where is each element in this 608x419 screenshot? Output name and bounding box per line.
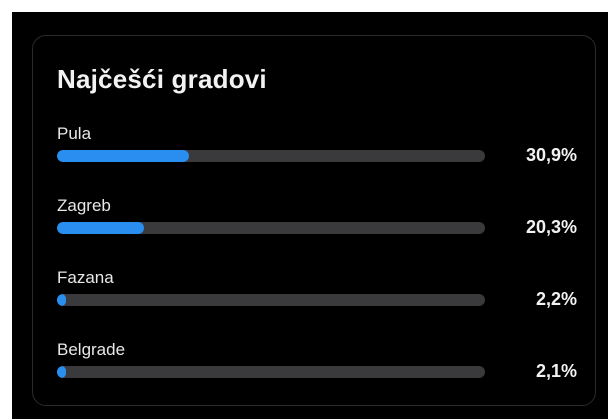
top-cities-card: Najčešći gradovi Pula 30,9% Zagreb 20,3%… [32, 35, 596, 406]
city-label: Belgrade [57, 340, 126, 359]
city-row-fazana: Fazana 2,2% [57, 268, 577, 318]
progress-fill [57, 150, 190, 162]
progress-track [57, 294, 485, 306]
city-percent: 30,9% [525, 145, 577, 165]
progress-fill [57, 294, 67, 306]
city-row-pula: Pula 30,9% [57, 124, 577, 174]
city-percent: 20,3% [525, 217, 577, 237]
city-label: Fazana [57, 268, 114, 287]
city-percent: 2,2% [535, 289, 577, 309]
progress-fill [57, 222, 144, 234]
card-title: Najčešći gradovi [57, 64, 267, 94]
progress-track [57, 366, 485, 378]
city-row-zagreb: Zagreb 20,3% [57, 196, 577, 246]
city-row-belgrade: Belgrade 2,1% [57, 340, 577, 390]
screen: Najčešći gradovi Pula 30,9% Zagreb 20,3%… [12, 12, 608, 419]
city-label: Zagreb [57, 196, 111, 215]
progress-track [57, 150, 485, 162]
progress-track [57, 222, 485, 234]
city-percent: 2,1% [535, 361, 577, 381]
progress-fill [57, 366, 66, 378]
city-label: Pula [57, 124, 92, 143]
